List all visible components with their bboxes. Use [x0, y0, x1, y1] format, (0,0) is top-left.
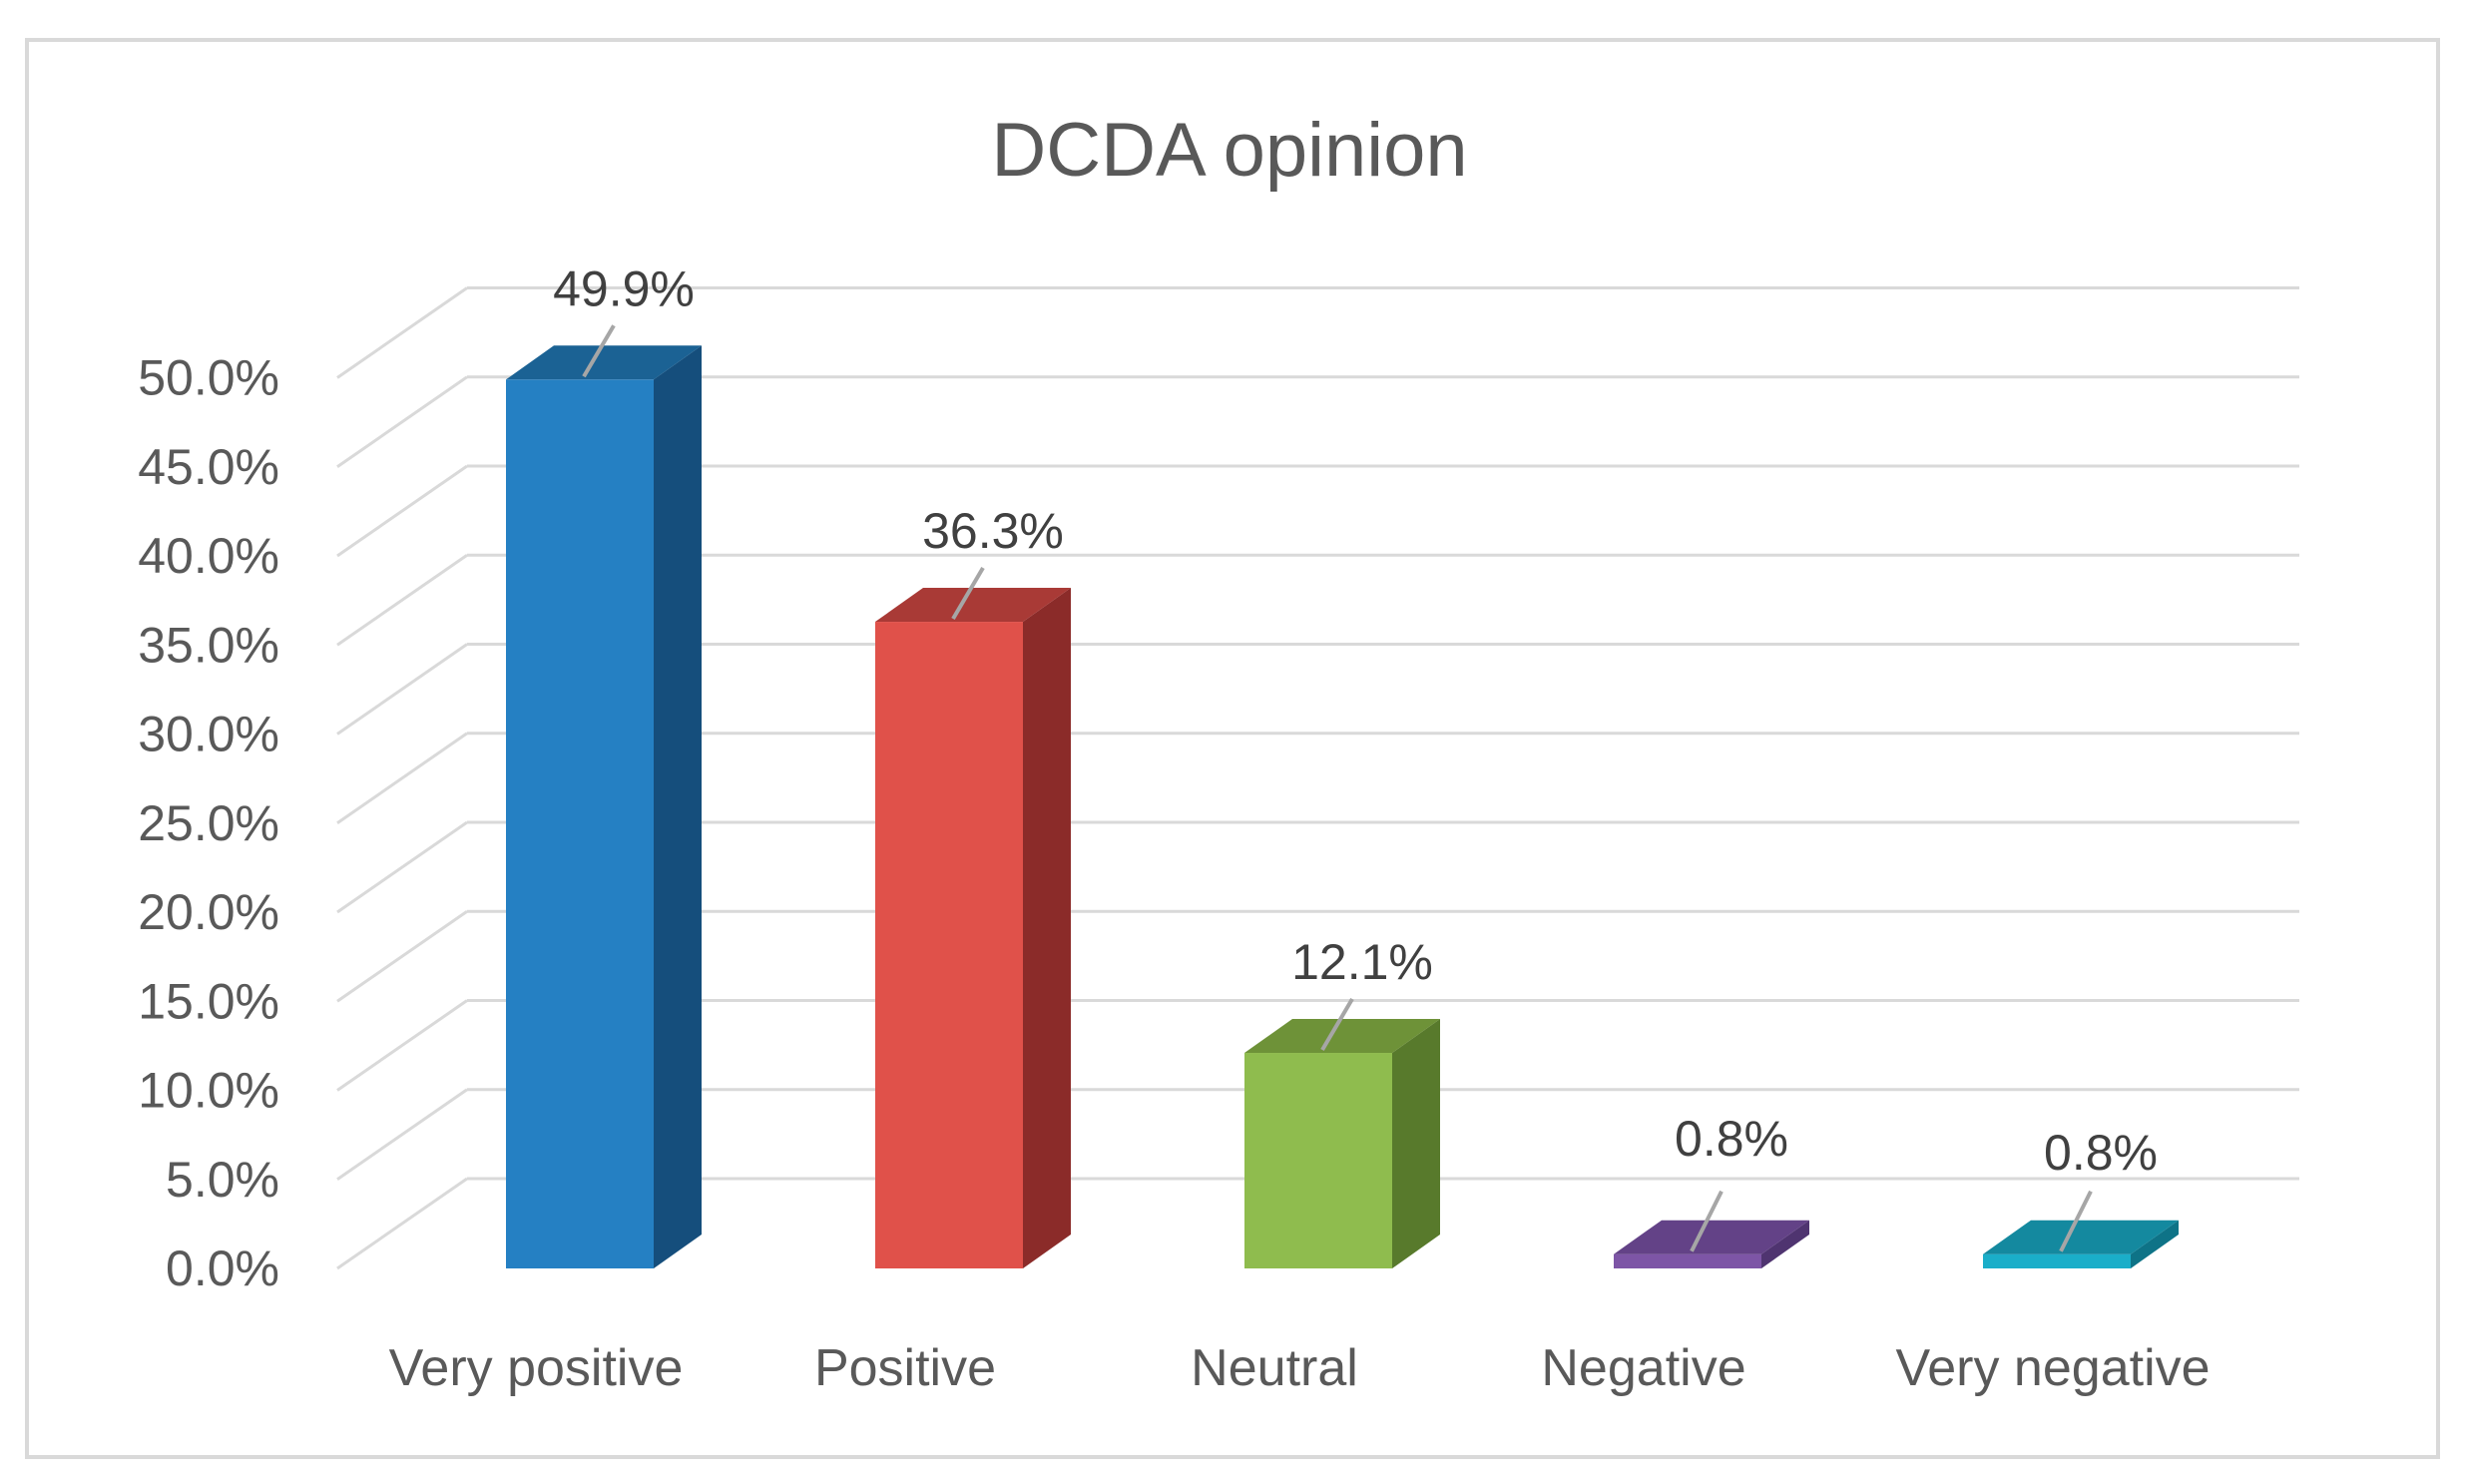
- data-label-leaders: [582, 324, 2093, 1252]
- gridline: [336, 999, 2299, 1092]
- data-label: 12.1%: [1291, 934, 1433, 990]
- y-tick-label: 10.0%: [138, 1063, 279, 1119]
- gridline: [336, 553, 2299, 647]
- y-tick-label: 40.0%: [138, 528, 279, 584]
- data-label: 49.9%: [553, 260, 695, 316]
- y-tick-label: 15.0%: [138, 973, 279, 1029]
- data-label-leader: [582, 324, 616, 378]
- x-tick-label: Positive: [814, 1339, 996, 1397]
- y-tick-label: 45.0%: [138, 439, 279, 495]
- bars: [506, 345, 2179, 1268]
- gridline: [336, 286, 2299, 379]
- data-label-leader: [1320, 998, 1354, 1052]
- data-label: 0.8%: [2044, 1125, 2158, 1181]
- chart-title: DCDA opinion: [991, 108, 1467, 193]
- x-tick-label: Neutral: [1191, 1339, 1358, 1397]
- x-tick-label: Very negative: [1895, 1339, 2210, 1397]
- y-tick-label: 30.0%: [138, 707, 279, 762]
- gridline: [336, 464, 2299, 558]
- x-tick-label: Very positive: [389, 1339, 684, 1397]
- y-tick-label: 5.0%: [166, 1152, 279, 1208]
- y-tick-label: 20.0%: [138, 884, 279, 940]
- bar: [1244, 1019, 1440, 1268]
- y-tick-label: 0.0%: [166, 1240, 279, 1296]
- gridline: [336, 375, 2299, 468]
- bar: [875, 588, 1071, 1268]
- bar: [506, 345, 702, 1268]
- y-tick-label: 50.0%: [138, 350, 279, 406]
- x-tick-label: Negative: [1541, 1339, 1745, 1397]
- data-label: 0.8%: [1675, 1111, 1788, 1167]
- data-label: 36.3%: [922, 503, 1064, 559]
- gridline: [336, 909, 2299, 1003]
- gridlines: [336, 286, 2299, 1270]
- data-label-leader: [1690, 1190, 1724, 1252]
- gridline: [336, 820, 2299, 914]
- y-tick-label: 25.0%: [138, 795, 279, 851]
- gridline: [336, 643, 2299, 736]
- bar: [1614, 1220, 1809, 1268]
- x-axis-tick-labels: Very positive Positive Neutral Negative Very…: [389, 1339, 2211, 1397]
- data-label-leader: [951, 567, 985, 621]
- data-label-leader: [2059, 1190, 2093, 1252]
- y-tick-label: 35.0%: [138, 617, 279, 673]
- bar: [1983, 1220, 2179, 1268]
- gridline: [336, 732, 2299, 824]
- data-labels: 49.9% 36.3% 12.1% 0.8% 0.8%: [553, 260, 2158, 1181]
- y-axis-tick-labels: 0.0% 5.0% 10.0% 15.0% 20.0% 25.0% 30.0% 35.0% 40…: [138, 350, 279, 1297]
